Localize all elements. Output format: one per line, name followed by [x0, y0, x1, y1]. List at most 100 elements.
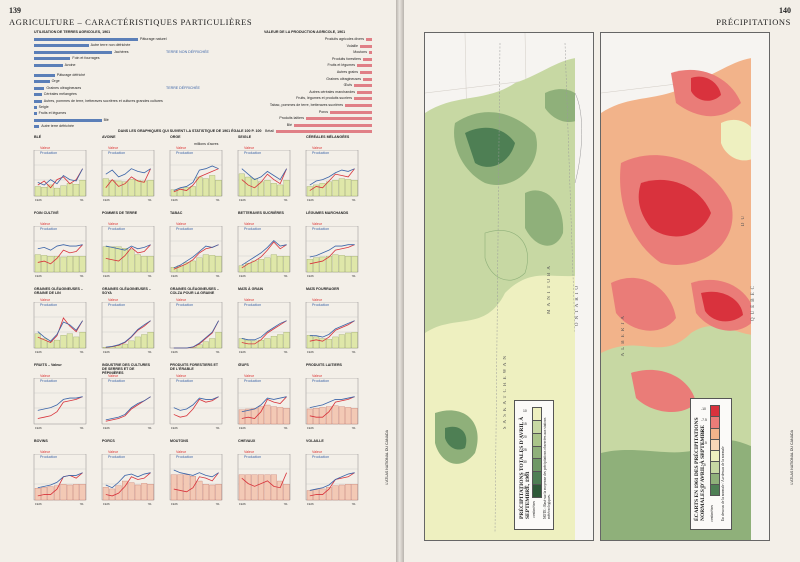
panel-title: ORGE — [170, 135, 181, 139]
legend-value: Valeur — [312, 374, 323, 378]
x-tick: 1926 — [239, 198, 246, 202]
legend-production: Production — [40, 227, 58, 231]
x-tick: '61 — [216, 198, 220, 202]
commodity-panel: BLÉ Valeur Production 1926 '61 — [32, 135, 88, 202]
value-label: Porcs — [318, 109, 328, 114]
surface-bar — [319, 407, 326, 425]
value-bar — [294, 123, 372, 127]
commodity-panel: BOVINS Valeur Production 1926 '61 — [32, 439, 88, 506]
x-tick: 1926 — [103, 502, 110, 506]
land-use-label: Avoine — [64, 62, 76, 67]
x-tick: '61 — [284, 502, 288, 506]
surface-bar — [60, 484, 67, 501]
surface-bar — [326, 406, 332, 425]
surface-bar — [102, 246, 109, 273]
value-bar — [357, 64, 372, 68]
value-bar — [366, 38, 372, 41]
surface-bar — [54, 339, 60, 349]
value-line — [37, 168, 83, 189]
x-tick: '61 — [216, 274, 220, 278]
land-use-bar — [34, 80, 50, 84]
surface-bar — [141, 180, 148, 197]
panel-title: GRAINES OLÉAGINEUSES – GRAINE DE LIN — [34, 287, 83, 295]
legend-production: Production — [108, 303, 126, 307]
legend-production: Production — [40, 455, 58, 459]
surface-bar — [141, 256, 148, 273]
land-use-bar — [34, 74, 55, 77]
x-tick: 1926 — [103, 426, 110, 430]
value-bar — [357, 90, 372, 94]
map1-class-label: 15 — [523, 421, 527, 426]
surface-bar — [306, 335, 313, 349]
land-use-bar — [34, 106, 37, 109]
x-tick: '61 — [284, 426, 288, 430]
value-label: Blé — [286, 122, 292, 127]
commodity-panel: CÉRÉALES MÉLANGÉES Valeur Production 1926 '6… — [304, 135, 360, 202]
usage-scale-label: millions d'acres — [194, 142, 219, 146]
map2-swatch — [710, 483, 720, 496]
surface-bar — [128, 482, 135, 501]
legend-value: Valeur — [244, 222, 255, 226]
map1-legend-swatches: 10 15 20 25 30 35 45 — [523, 407, 542, 498]
production-line — [37, 168, 83, 186]
panel-title: GRAINES OLÉAGINEUSES – SOYA — [102, 287, 151, 295]
surface-bar — [73, 336, 80, 349]
value-line — [105, 244, 151, 262]
surface-bar — [66, 183, 73, 197]
surface-bar — [73, 484, 80, 501]
surface-bar — [332, 336, 339, 349]
x-tick: 1926 — [35, 502, 42, 506]
surface-bar — [183, 187, 190, 197]
surface-bar — [122, 343, 128, 349]
x-tick: 1926 — [35, 350, 42, 354]
value-line — [105, 168, 151, 189]
map1-class-label: 25 — [523, 447, 527, 452]
panel-chart: 1926 '61 — [101, 378, 155, 430]
map1-swatch — [532, 432, 542, 447]
panel-chart: 1926 '61 — [101, 226, 155, 278]
x-tick: '61 — [352, 274, 356, 278]
surface-bar — [66, 333, 73, 349]
value-line — [241, 472, 287, 489]
land-use-bar — [34, 125, 40, 129]
panel-chart: 1926 '61 — [305, 150, 359, 202]
map2-label-alberta: ALBERTA — [621, 313, 626, 357]
panel-title: FOIN CULTIVÉ — [34, 211, 59, 215]
land-use-bar — [34, 86, 45, 90]
panel-title: MOUTONS — [170, 439, 189, 443]
legend-value: Valeur — [244, 146, 255, 150]
land-use-label: Autre terre défrichée — [41, 124, 74, 129]
map1-swatch — [532, 445, 542, 460]
surface-bar — [258, 259, 264, 273]
x-tick: 1926 — [103, 198, 110, 202]
surface-bar — [238, 409, 245, 425]
surface-bar — [251, 340, 258, 349]
map2-label-quebec: QUÉBEC — [751, 283, 756, 321]
panel-title: AVOINE — [102, 135, 116, 139]
value-line — [173, 396, 219, 418]
panel-chart: 1926 '61 — [169, 150, 223, 202]
panel-title: BOVINS — [34, 439, 48, 443]
x-tick: '61 — [148, 426, 152, 430]
value-label: Œufs — [343, 83, 352, 88]
panel-title: CHEVAUX — [238, 439, 256, 443]
panel-title: INDUSTRIE DES CULTURES DE SERRES ET DE P… — [102, 363, 151, 375]
surface-bar — [283, 256, 290, 273]
surface-bar — [79, 332, 86, 349]
value-label: Fruits et légumes — [327, 63, 355, 68]
production-line — [173, 244, 219, 269]
surface-bar — [277, 480, 284, 501]
surface-bar — [147, 256, 154, 273]
value-label: Produits forestiers — [332, 56, 361, 61]
panel-title: BETTERAVES SUCRIÈRES — [238, 211, 284, 215]
x-tick: '61 — [352, 426, 356, 430]
legend-value: Valeur — [40, 146, 51, 150]
surface-bar — [134, 336, 141, 349]
surface-bar — [34, 254, 41, 273]
surface-bar — [177, 265, 184, 273]
panel-title: MAÏS À GRAIN — [238, 287, 264, 291]
production-line — [241, 396, 287, 413]
surface-bar — [128, 179, 135, 197]
surface-bar — [209, 484, 216, 501]
panel-chart: 1926 '61 — [305, 226, 359, 278]
